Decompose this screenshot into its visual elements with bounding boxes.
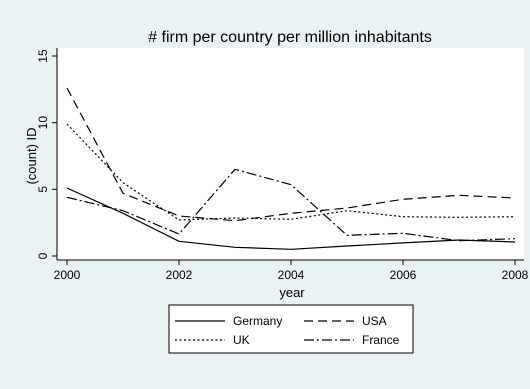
chart-title: # firm per country per million inhabitan… <box>148 29 432 46</box>
y-tick-label: 5 <box>36 186 50 193</box>
x-tick-label: 2000 <box>54 268 81 282</box>
y-tick-label: 10 <box>36 116 50 130</box>
x-tick-label: 2004 <box>278 268 305 282</box>
series-lines <box>66 87 516 250</box>
y-tick-label: 15 <box>36 49 50 63</box>
series-line-usa <box>66 87 516 222</box>
series-line-germany <box>66 187 516 250</box>
series-line-uk <box>66 123 516 221</box>
y-axis-label: (count) ID <box>24 127 39 184</box>
x-tick-label: 2006 <box>390 268 417 282</box>
legend-label-germany: Germany <box>233 314 282 328</box>
x-tick-label: 2008 <box>502 268 529 282</box>
y-tick-label: 0 <box>36 252 50 259</box>
series-line-france <box>66 168 516 242</box>
x-tick-label: 2002 <box>166 268 193 282</box>
legend-label-uk: UK <box>233 333 250 347</box>
legend-label-france: France <box>362 333 400 347</box>
axis-ticks: 2000 2002 2004 2006 2008 0 5 10 15 <box>36 49 529 282</box>
legend-box <box>168 304 414 354</box>
plot-area <box>57 48 524 260</box>
legend-label-usa: USA <box>362 314 387 328</box>
legend: Germany USA UK France <box>168 304 414 354</box>
x-axis-label: year <box>279 285 305 300</box>
